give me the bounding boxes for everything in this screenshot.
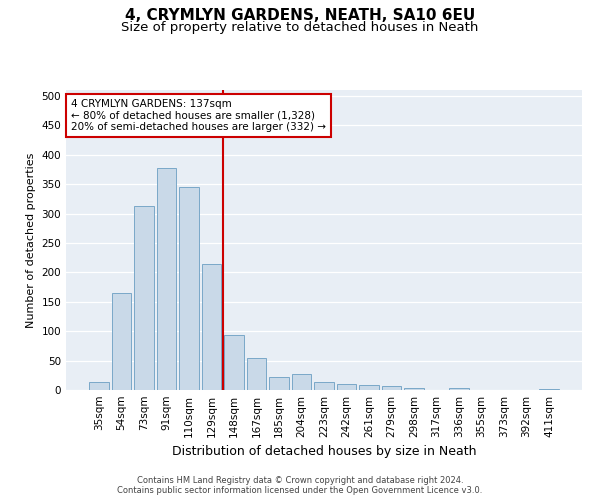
Bar [202,264,221,390]
Bar [179,187,199,390]
Bar [539,389,559,390]
Bar [112,293,131,390]
Bar [449,388,469,390]
Bar [269,377,289,390]
Bar [134,206,154,390]
X-axis label: Distribution of detached houses by size in Neath: Distribution of detached houses by size … [172,446,476,458]
Text: Size of property relative to detached houses in Neath: Size of property relative to detached ho… [121,21,479,34]
Text: 4 CRYMLYN GARDENS: 137sqm
← 80% of detached houses are smaller (1,328)
20% of se: 4 CRYMLYN GARDENS: 137sqm ← 80% of detac… [71,99,326,132]
Bar [292,374,311,390]
Y-axis label: Number of detached properties: Number of detached properties [26,152,36,328]
Bar [224,336,244,390]
Text: Contains HM Land Registry data © Crown copyright and database right 2024.
Contai: Contains HM Land Registry data © Crown c… [118,476,482,495]
Text: 4, CRYMLYN GARDENS, NEATH, SA10 6EU: 4, CRYMLYN GARDENS, NEATH, SA10 6EU [125,8,475,22]
Bar [247,358,266,390]
Bar [89,382,109,390]
Bar [404,388,424,390]
Bar [382,386,401,390]
Bar [337,384,356,390]
Bar [314,382,334,390]
Bar [157,168,176,390]
Bar [359,386,379,390]
